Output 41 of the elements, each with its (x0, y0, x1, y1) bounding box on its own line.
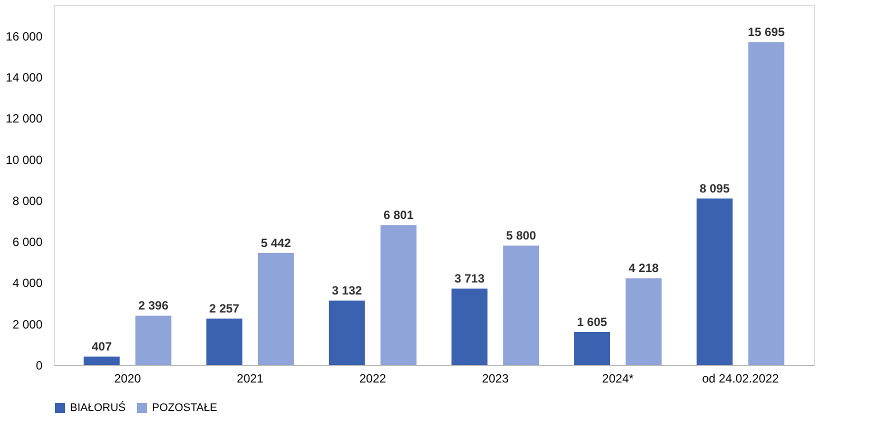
y-tick-label: 4 000 (12, 276, 43, 290)
data-label: 2 257 (209, 302, 240, 316)
bar (258, 253, 294, 365)
y-tick-label: 2 000 (12, 317, 43, 332)
data-label: 1 605 (577, 314, 608, 329)
bar (626, 278, 662, 365)
data-label: 5 800 (506, 228, 536, 243)
y-tick-label: 14 000 (6, 70, 43, 84)
y-tick-label: 10 000 (6, 152, 43, 167)
bar (135, 316, 172, 365)
x-tick-label: 2020 (114, 372, 142, 386)
data-label: 15 695 (748, 25, 785, 40)
data-label: 407 (92, 340, 112, 354)
y-tick-label: 16 000 (6, 29, 43, 44)
bar (451, 288, 488, 365)
bar (748, 42, 784, 365)
bar (328, 300, 365, 365)
bar (574, 332, 610, 365)
bar (206, 318, 242, 365)
bar (696, 198, 733, 365)
x-tick-label: 2021 (236, 372, 264, 386)
x-tick-label: 2023 (482, 372, 509, 386)
x-tick-label: od 24.02.2022 (702, 372, 780, 386)
data-label: 2 396 (138, 298, 169, 313)
legend-label: POZOSTAŁE (152, 402, 218, 414)
data-label: 4 218 (628, 261, 660, 276)
x-tick-label: 2022 (359, 372, 386, 386)
legend-label: BIAŁORUŚ (70, 401, 126, 414)
bar (84, 356, 120, 365)
y-tick-label: 0 (36, 358, 43, 372)
x-tick-label: 2024* (602, 372, 634, 386)
bar (503, 246, 540, 365)
bar (380, 225, 417, 365)
data-label: 5 442 (260, 236, 292, 250)
y-tick-label: 6 000 (12, 235, 43, 250)
y-tick-label: 8 000 (12, 194, 43, 208)
data-label: 8 095 (700, 181, 730, 196)
data-label: 3 132 (332, 284, 362, 298)
data-label: 6 801 (384, 208, 414, 222)
data-label: 3 713 (454, 272, 485, 286)
y-tick-label: 12 000 (6, 112, 43, 126)
